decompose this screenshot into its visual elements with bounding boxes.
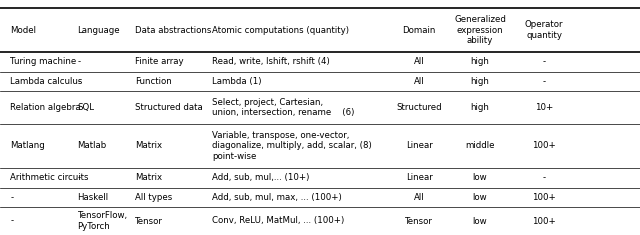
Text: low: low — [473, 193, 487, 202]
Text: Conv, ReLU, MatMul, ... (100+): Conv, ReLU, MatMul, ... (100+) — [212, 216, 344, 226]
Text: Matlang: Matlang — [10, 141, 45, 150]
Text: Tensor: Tensor — [405, 216, 433, 226]
Text: Atomic computations (quantity): Atomic computations (quantity) — [212, 26, 349, 35]
Text: All: All — [414, 77, 424, 86]
Text: low: low — [473, 173, 487, 182]
Text: Structured data: Structured data — [135, 103, 203, 112]
Text: Linear: Linear — [406, 141, 433, 150]
Text: -: - — [543, 57, 545, 66]
Text: Select, project, Cartesian,
union, intersection, rename    (6): Select, project, Cartesian, union, inter… — [212, 98, 355, 117]
Text: Add, sub, mul, max, ... (100+): Add, sub, mul, max, ... (100+) — [212, 193, 342, 202]
Text: All: All — [414, 57, 424, 66]
Text: Tensor: Tensor — [135, 216, 163, 226]
Text: Lambda calculus: Lambda calculus — [10, 77, 83, 86]
Text: Add, sub, mul,... (10+): Add, sub, mul,... (10+) — [212, 173, 309, 182]
Text: -: - — [77, 77, 81, 86]
Text: SQL: SQL — [77, 103, 95, 112]
Text: Matrix: Matrix — [135, 173, 163, 182]
Text: Matlab: Matlab — [77, 141, 107, 150]
Text: Model: Model — [10, 26, 36, 35]
Text: -: - — [77, 57, 81, 66]
Text: Operator
quantity: Operator quantity — [525, 20, 563, 40]
Text: high: high — [470, 77, 490, 86]
Text: Read, write, lshift, rshift (4): Read, write, lshift, rshift (4) — [212, 57, 330, 66]
Text: -: - — [543, 77, 545, 86]
Text: Generalized
expression
ability: Generalized expression ability — [454, 15, 506, 45]
Text: -: - — [10, 193, 13, 202]
Text: 10+: 10+ — [535, 103, 553, 112]
Text: -: - — [543, 173, 545, 182]
Text: Structured: Structured — [396, 103, 442, 112]
Text: Variable, transpose, one-vector,
diagonalize, multiply, add, scalar, (8)
point-w: Variable, transpose, one-vector, diagona… — [212, 131, 372, 161]
Text: low: low — [473, 216, 487, 226]
Text: Lambda (1): Lambda (1) — [212, 77, 262, 86]
Text: All types: All types — [135, 193, 172, 202]
Text: 100+: 100+ — [532, 216, 556, 226]
Text: Domain: Domain — [403, 26, 436, 35]
Text: Arithmetic circuits: Arithmetic circuits — [10, 173, 89, 182]
Text: 100+: 100+ — [532, 141, 556, 150]
Text: Finite array: Finite array — [135, 57, 184, 66]
Text: high: high — [470, 57, 490, 66]
Text: middle: middle — [465, 141, 495, 150]
Text: Haskell: Haskell — [77, 193, 109, 202]
Text: Matrix: Matrix — [135, 141, 163, 150]
Text: Linear: Linear — [406, 173, 433, 182]
Text: Turing machine: Turing machine — [10, 57, 77, 66]
Text: All: All — [414, 193, 424, 202]
Text: Function: Function — [135, 77, 172, 86]
Text: -: - — [10, 216, 13, 226]
Text: 100+: 100+ — [532, 193, 556, 202]
Text: high: high — [470, 103, 490, 112]
Text: -: - — [77, 173, 81, 182]
Text: Language: Language — [77, 26, 120, 35]
Text: TensorFlow,
PyTorch: TensorFlow, PyTorch — [77, 211, 128, 231]
Text: Data abstractions: Data abstractions — [135, 26, 212, 35]
Text: Relation algebra: Relation algebra — [10, 103, 81, 112]
